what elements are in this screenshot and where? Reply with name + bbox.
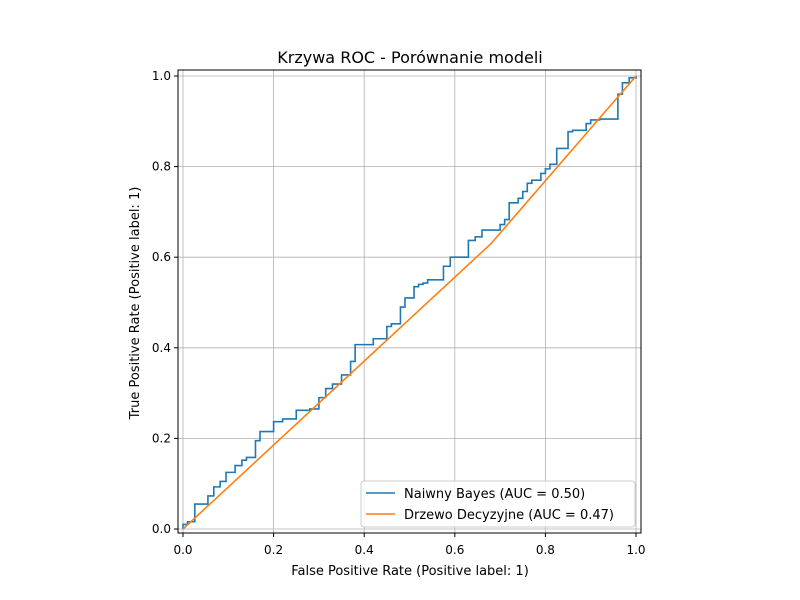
axis-ticks: 0.0 0.2 0.4 0.6 0.8 1.0 0.0 0.2 0.4 0.6 0.8 1.0 xyxy=(152,69,646,557)
plot-area-frame xyxy=(177,69,642,534)
legend: Naiwny Bayes (AUC = 0.50) Drzewo Decyzyjn… xyxy=(360,480,636,528)
x-tick-label: 0.6 xyxy=(445,543,464,557)
x-tick-label: 1.0 xyxy=(626,543,645,557)
legend-entry: Drzewo Decyzyjne (AUC = 0.47) xyxy=(404,508,614,523)
decision-tree-roc-line xyxy=(182,75,637,530)
y-tick-label: 0.8 xyxy=(152,160,171,174)
x-tick-label: 0.2 xyxy=(264,543,283,557)
y-tick-label: 0.6 xyxy=(152,250,171,264)
naive-bayes-roc-line xyxy=(182,76,637,529)
legend-entry: Naiwny Bayes (AUC = 0.50) xyxy=(404,487,585,502)
chart-title: Krzywa ROC - Porównanie modeli xyxy=(277,48,542,67)
x-tick-label: 0.8 xyxy=(536,543,555,557)
y-tick-label: 0.4 xyxy=(152,341,171,355)
y-tick-label: 0.2 xyxy=(152,431,171,445)
x-axis-label: False Positive Rate (Positive label: 1) xyxy=(291,564,529,579)
grid xyxy=(178,70,641,533)
x-tick-label: 0.0 xyxy=(173,543,192,557)
y-axis-label: True Positive Rate (Positive label: 1) xyxy=(128,187,143,421)
series-group xyxy=(182,75,637,530)
x-tick-label: 0.4 xyxy=(355,543,374,557)
y-tick-label: 0.0 xyxy=(152,522,171,536)
y-tick-label: 1.0 xyxy=(152,69,171,83)
legend-box xyxy=(360,480,636,528)
